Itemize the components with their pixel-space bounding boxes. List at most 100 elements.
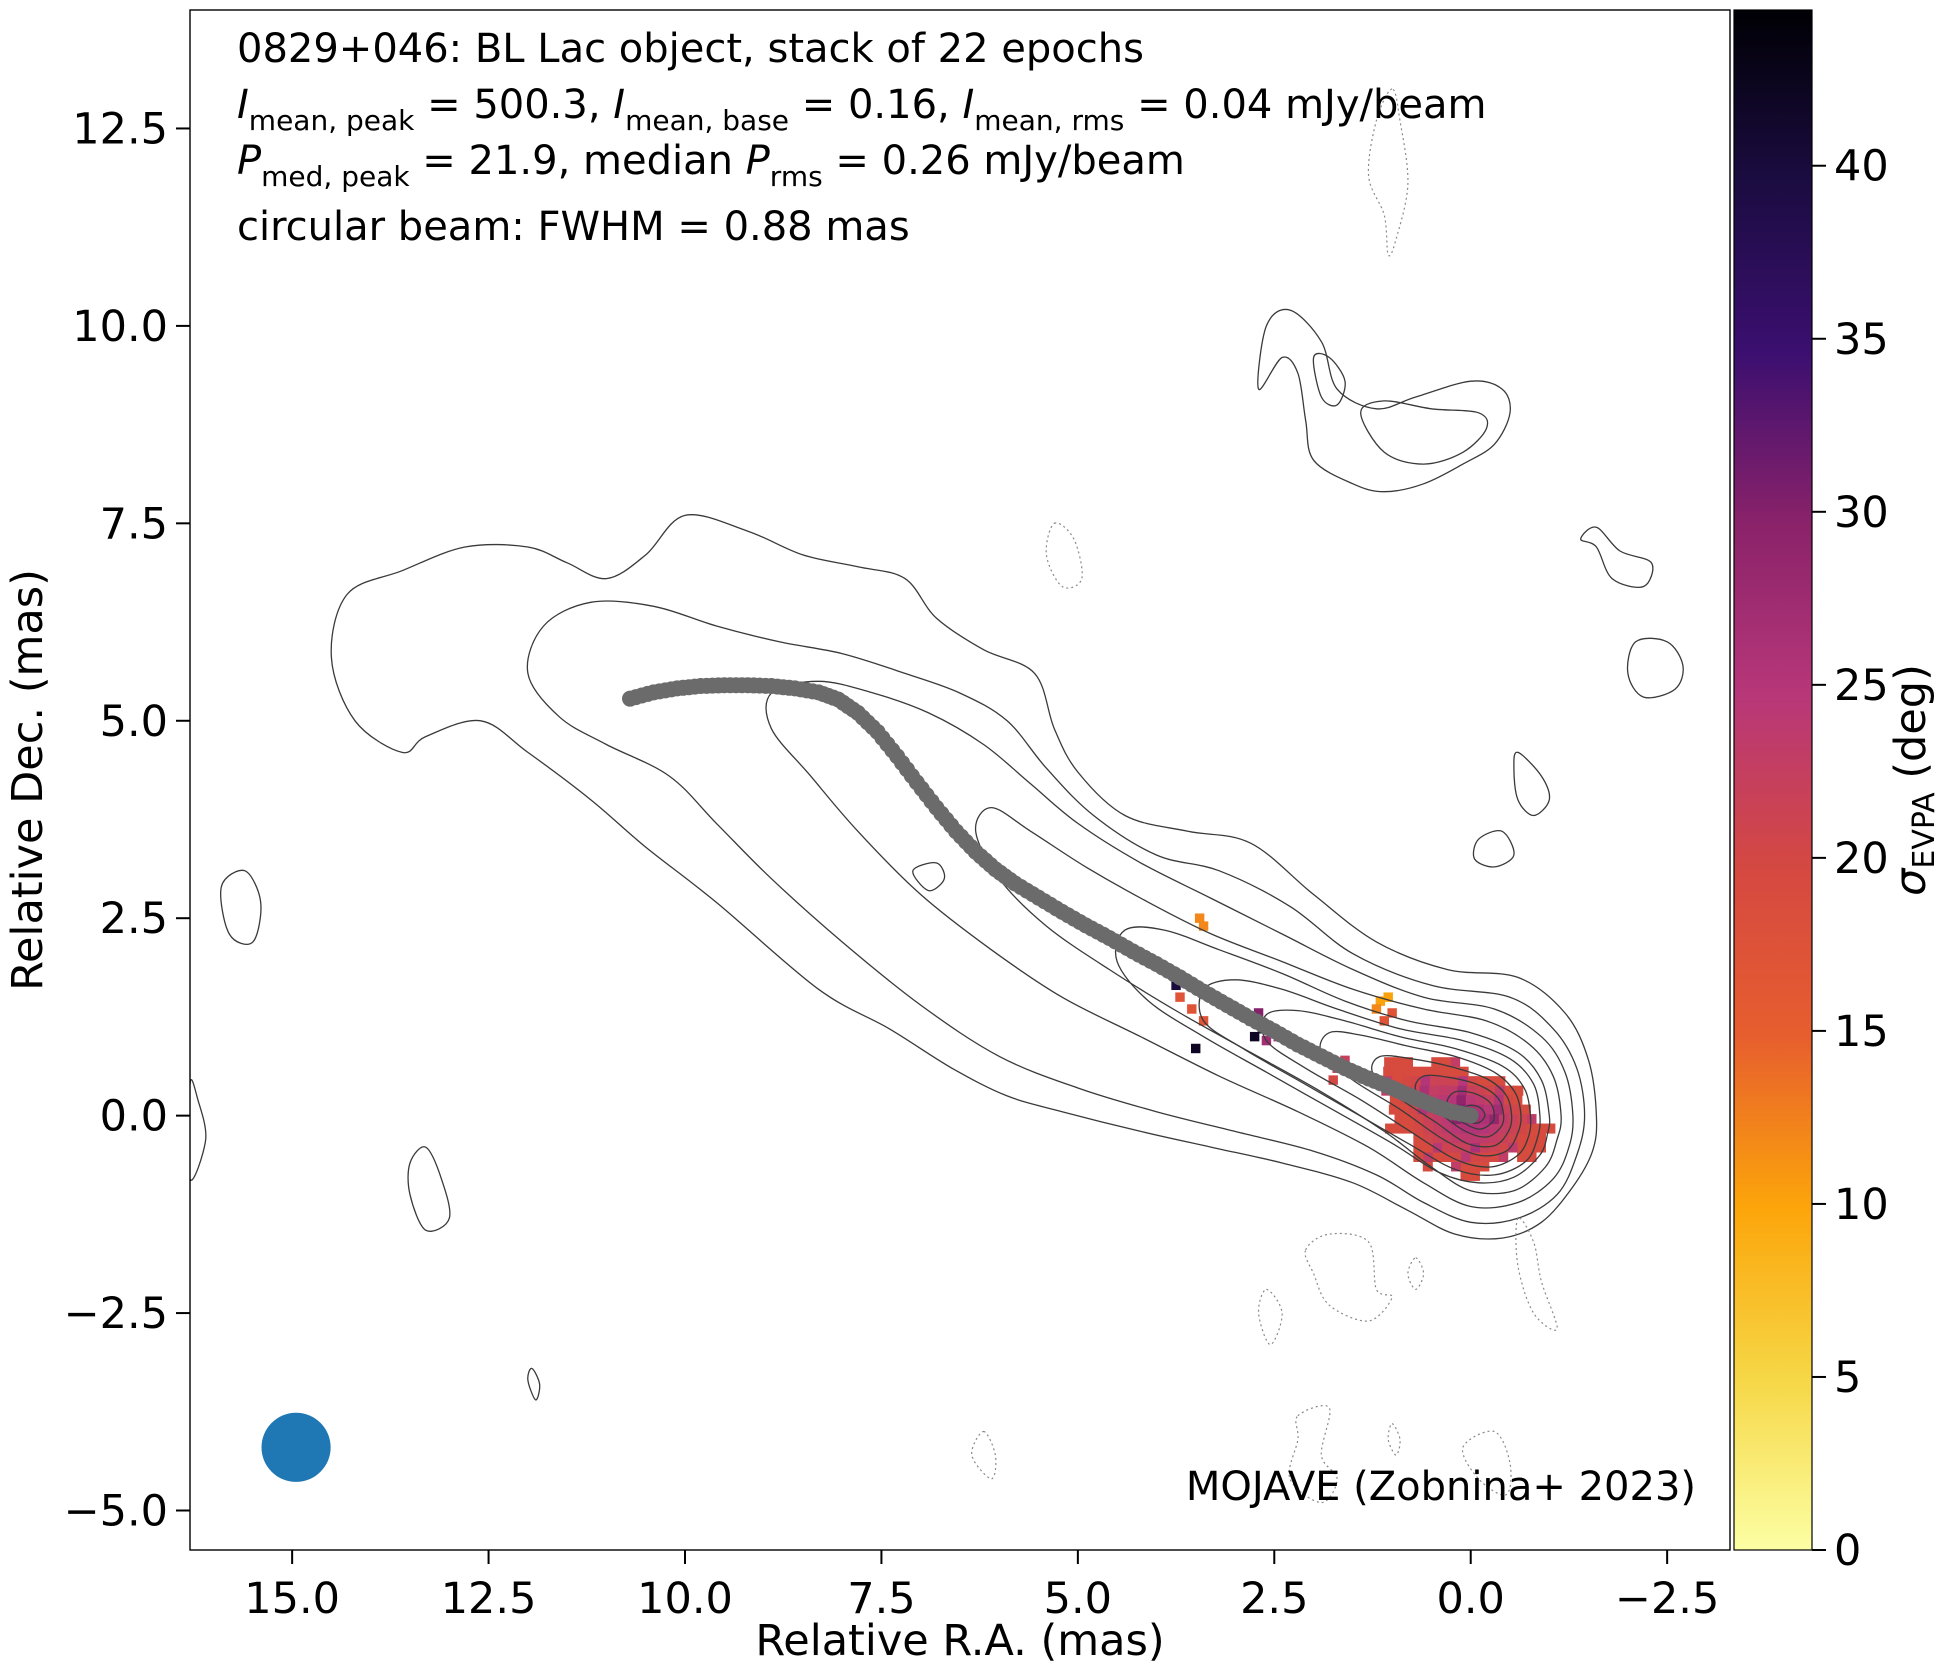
evpa-pixel bbox=[1484, 1095, 1495, 1106]
evpa-pixel bbox=[1493, 1095, 1504, 1106]
y-tick-label: 10.0 bbox=[72, 302, 168, 352]
colorbar-tick-label: 20 bbox=[1834, 834, 1889, 884]
colorbar-tick-label: 0 bbox=[1834, 1526, 1861, 1576]
evpa-pixel bbox=[1383, 992, 1393, 1002]
evpa-pixel bbox=[1441, 1133, 1452, 1144]
evpa-pixel bbox=[1512, 1095, 1523, 1106]
annotation-line: Pmed, peak = 21.9, median Prms = 0.26 mJ… bbox=[237, 138, 1185, 193]
evpa-pixel bbox=[1249, 1031, 1260, 1042]
evpa-pixel bbox=[1394, 1114, 1405, 1125]
evpa-pixel bbox=[1469, 1170, 1480, 1181]
evpa-pixel bbox=[1479, 1151, 1490, 1162]
x-axis: 15.0 12.5 10.0 7.5 5.0 2.5 0.0 −2.5 bbox=[244, 1550, 1719, 1624]
x-axis-label: Relative R.A. (mas) bbox=[755, 1616, 1164, 1666]
evpa-pixel bbox=[1422, 1114, 1433, 1125]
evpa-pixel bbox=[1469, 1142, 1480, 1153]
x-tick-label: 2.5 bbox=[1240, 1574, 1308, 1624]
evpa-pixel bbox=[1410, 1076, 1421, 1087]
evpa-pixel bbox=[1450, 1057, 1461, 1068]
evpa-pixel bbox=[1393, 1057, 1404, 1068]
evpa-pixel bbox=[1411, 1066, 1422, 1077]
evpa-pixel bbox=[1428, 1085, 1439, 1096]
evpa-pixel bbox=[1440, 1057, 1451, 1068]
negative-contour bbox=[1288, 1404, 1338, 1504]
intensity-contour bbox=[1114, 926, 1551, 1184]
evpa-pixel bbox=[1526, 1123, 1537, 1134]
x-tick-label: 0.0 bbox=[1437, 1574, 1505, 1624]
evpa-pixel bbox=[1447, 1085, 1458, 1096]
evpa-pixel bbox=[1420, 1066, 1431, 1077]
evpa-pixel bbox=[1526, 1133, 1537, 1144]
evpa-pixel bbox=[1419, 1085, 1430, 1096]
evpa-pixel bbox=[1494, 1085, 1505, 1096]
evpa-pixel bbox=[1387, 1008, 1397, 1018]
credit-text: MOJAVE (Zobnina+ 2023) bbox=[1186, 1464, 1696, 1510]
evpa-pixel bbox=[1460, 1123, 1471, 1134]
colorbar: 0 5 10 15 20 25 30 35 40 σEVPA (deg) bbox=[1733, 9, 1942, 1576]
evpa-pixel bbox=[1495, 1076, 1506, 1087]
evpa-pixel bbox=[1526, 1142, 1537, 1153]
colorbar-tick-label: 25 bbox=[1834, 661, 1889, 711]
evpa-pixel bbox=[1457, 1076, 1468, 1087]
evpa-pixel bbox=[1517, 1133, 1528, 1144]
evpa-pixel bbox=[1503, 1085, 1514, 1096]
evpa-pixel bbox=[1403, 1123, 1414, 1134]
evpa-pixel bbox=[1430, 1066, 1441, 1077]
evpa-pixel bbox=[1507, 1123, 1518, 1134]
evpa-pixel bbox=[1328, 1075, 1338, 1085]
evpa-pixel bbox=[1437, 1085, 1448, 1096]
annotation-line: circular beam: FWHM = 0.88 mas bbox=[237, 204, 910, 250]
colorbar-tick-label: 5 bbox=[1834, 1353, 1861, 1403]
evpa-pixel bbox=[1371, 1004, 1382, 1014]
evpa-pixel bbox=[1455, 1095, 1466, 1106]
evpa-pixel bbox=[1375, 996, 1386, 1006]
colorbar-label: σEVPA (deg) bbox=[1886, 664, 1942, 896]
evpa-pixel bbox=[1513, 1085, 1524, 1096]
evpa-pixel bbox=[1507, 1133, 1518, 1144]
plot-annotation: 0829+046: BL Lac object, stack of 22 epo… bbox=[237, 26, 1486, 250]
evpa-pixel bbox=[1488, 1142, 1499, 1153]
x-tick-label: 7.5 bbox=[847, 1574, 915, 1624]
evpa-pixel bbox=[1469, 1133, 1480, 1144]
y-tick-label: 2.5 bbox=[100, 894, 168, 944]
negative-contour bbox=[1045, 522, 1083, 589]
x-tick-label: 10.0 bbox=[637, 1574, 733, 1624]
evpa-pixel bbox=[1429, 1076, 1440, 1087]
intensity-contour bbox=[407, 1146, 451, 1232]
evpa-pixel bbox=[1448, 1076, 1459, 1087]
intensity-contour bbox=[765, 680, 1574, 1209]
intensity-contour bbox=[1472, 830, 1515, 868]
annotation-line: 0829+046: BL Lac object, stack of 22 epo… bbox=[237, 26, 1144, 72]
evpa-pixel bbox=[1402, 1057, 1414, 1068]
intensity-contour bbox=[1360, 400, 1489, 465]
evpa-pixel bbox=[1441, 1123, 1452, 1134]
evpa-pixel bbox=[1469, 1151, 1480, 1162]
evpa-pixel bbox=[1403, 1114, 1414, 1125]
evpa-pixel bbox=[1465, 1095, 1476, 1106]
evpa-pixel bbox=[1441, 1151, 1452, 1162]
evpa-pixel bbox=[1474, 1095, 1485, 1106]
evpa-pixel bbox=[1492, 1104, 1503, 1115]
evpa-pixel bbox=[1535, 1133, 1546, 1144]
evpa-pixel bbox=[1392, 1066, 1403, 1077]
y-tick-label: 12.5 bbox=[72, 104, 168, 154]
negative-contour bbox=[1461, 1430, 1512, 1496]
evpa-pixel bbox=[1473, 1104, 1484, 1115]
evpa-pixel bbox=[1517, 1142, 1528, 1153]
evpa-pixel bbox=[1498, 1142, 1509, 1153]
intensity-contour bbox=[527, 1367, 541, 1401]
colorbar-ticks: 0 5 10 15 20 25 30 35 40 bbox=[1812, 142, 1889, 1576]
intensity-contour bbox=[1513, 751, 1551, 817]
y-tick-label: 0.0 bbox=[100, 1092, 168, 1142]
evpa-pixel bbox=[1502, 1095, 1513, 1106]
x-tick-label: 12.5 bbox=[441, 1574, 537, 1624]
evpa-pixel bbox=[1517, 1151, 1528, 1162]
evpa-pixel bbox=[1439, 1066, 1450, 1077]
colorbar-tick-label: 40 bbox=[1834, 142, 1889, 192]
negative-contour bbox=[1367, 88, 1409, 257]
colorbar-tick-label: 15 bbox=[1834, 1007, 1889, 1057]
evpa-pixel bbox=[1383, 1066, 1394, 1077]
evpa-pixel bbox=[1469, 1161, 1480, 1172]
evpa-pixel bbox=[1488, 1151, 1499, 1162]
